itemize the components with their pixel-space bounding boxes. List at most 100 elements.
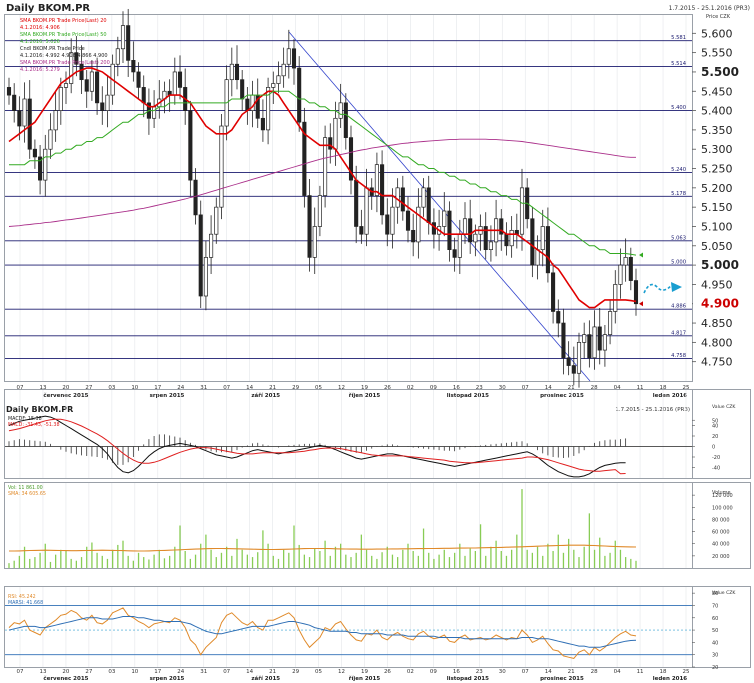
x-tick-label: 12 — [338, 385, 345, 391]
candle-body — [395, 187, 400, 208]
candle-body — [84, 79, 89, 92]
x-tick-label: 28 — [591, 385, 598, 391]
candle-body — [411, 229, 416, 243]
legend-entry: Cndl BKOM.PR Trade Price — [20, 46, 85, 52]
candle-body — [297, 67, 302, 123]
volume-axis-frame — [692, 482, 751, 569]
price-tick-label: 5.200 — [701, 182, 733, 195]
candle-body — [48, 129, 53, 150]
x-tick-label: 21 — [568, 669, 575, 675]
candle-body — [136, 71, 141, 88]
month-label: srpen 2015 — [150, 393, 185, 399]
macd-tick-label: -20 — [712, 455, 720, 461]
price-tick-label: 4.950 — [701, 278, 733, 291]
level-label: 5.514 — [671, 61, 687, 67]
level-label: 4.886 — [671, 304, 686, 310]
candle-body — [442, 210, 447, 227]
candle-body — [338, 102, 343, 119]
price-tick-label: 5.450 — [701, 85, 733, 98]
rsi-axis-frame — [692, 586, 751, 668]
candle-body — [488, 241, 493, 251]
candle-body — [317, 195, 322, 227]
price-tick-label: 5.350 — [701, 124, 733, 137]
x-tick-label: 10 — [131, 385, 138, 391]
candle-body — [120, 25, 126, 50]
candle-body — [172, 71, 177, 96]
x-tick-label: 25 — [683, 669, 690, 675]
x-tick-label: 18 — [660, 385, 667, 391]
volume-sma-line — [9, 544, 637, 552]
last-value-marker — [639, 252, 643, 258]
candle-body — [74, 52, 79, 65]
candle-body — [214, 206, 219, 235]
x-tick-label: 21 — [568, 385, 575, 391]
x-tick-label: 23 — [476, 669, 483, 675]
macd-panel-title: Daily BKOM.PR — [6, 405, 73, 414]
x-tick-label: 16 — [453, 385, 460, 391]
candle-body — [323, 137, 328, 196]
candle-body — [219, 125, 224, 208]
x-tick-label: 20 — [62, 385, 69, 391]
candle-body — [6, 87, 12, 96]
candle-body — [43, 148, 48, 181]
x-tick-label: 02 — [407, 385, 414, 391]
x-tick-label: 10 — [131, 669, 138, 675]
macd-axis-label: Value CZK — [712, 404, 736, 410]
x-tick-label: 27 — [85, 385, 92, 391]
sma-line — [8, 138, 636, 227]
x-tick-label: 14 — [246, 385, 253, 391]
candle-body — [576, 342, 582, 374]
chart-title: Daily BKOM.PR — [6, 3, 90, 14]
candle-body — [566, 357, 571, 366]
x-tick-label: 24 — [177, 385, 184, 391]
candle-body — [307, 195, 312, 258]
price-tick-label: 5.600 — [701, 27, 733, 40]
legend-entry: 4.1.2016: 5.279 — [20, 67, 60, 73]
candle-body — [115, 48, 120, 65]
x-tick-label: 12 — [338, 669, 345, 675]
candle-body — [618, 264, 623, 285]
x-tick-label: 27 — [85, 669, 92, 675]
x-tick-label: 16 — [453, 669, 460, 675]
panel-frames — [4, 14, 751, 668]
x-tick-label: 07 — [522, 669, 529, 675]
candle-body — [281, 63, 286, 77]
level-labels: 5.581 5.514 5.400 5.240 5.178 5.063 5.000 4.886… — [671, 35, 687, 359]
rsi-tick-label: 20 — [712, 665, 718, 671]
candle-body — [380, 164, 385, 216]
price-tick-label: 5.050 — [701, 240, 733, 253]
macd-legend-entry: MACDF: 15.38 — [8, 416, 42, 422]
candle-body — [447, 210, 452, 251]
month-label: leden 2016 — [653, 393, 688, 399]
candle-body — [416, 206, 421, 243]
candle-body — [556, 311, 561, 324]
month-label: září 2015 — [251, 392, 280, 399]
macd-histogram — [5, 434, 692, 465]
candle-body — [12, 94, 17, 111]
candle-body — [291, 48, 297, 69]
x-tick-label: 14 — [246, 669, 253, 675]
x-tick-label: 05 — [315, 385, 322, 391]
month-label: listopad 2015 — [447, 393, 489, 399]
candle-body — [333, 117, 338, 150]
candle-body — [312, 226, 317, 258]
x-tick-label: 26 — [384, 669, 391, 675]
candle-body — [63, 83, 69, 88]
candle-body — [540, 226, 545, 251]
main-plot-frame — [4, 14, 693, 382]
macd-vertical-grid — [19, 390, 687, 478]
candle-body — [359, 226, 364, 235]
forecast-arrow — [643, 282, 682, 294]
candle-body — [131, 60, 136, 73]
candle-body — [260, 117, 265, 131]
x-tick-label: 17 — [154, 385, 161, 391]
x-tick-label: 20 — [62, 669, 69, 675]
x-tick-label: 07 — [17, 385, 24, 391]
rsi-legend-entry: MARSI: 41.668 — [8, 600, 43, 606]
candle-body — [468, 218, 473, 243]
candle-body — [400, 187, 405, 212]
month-label: září 2015 — [251, 675, 280, 682]
x-tick-label: 07 — [223, 669, 230, 675]
